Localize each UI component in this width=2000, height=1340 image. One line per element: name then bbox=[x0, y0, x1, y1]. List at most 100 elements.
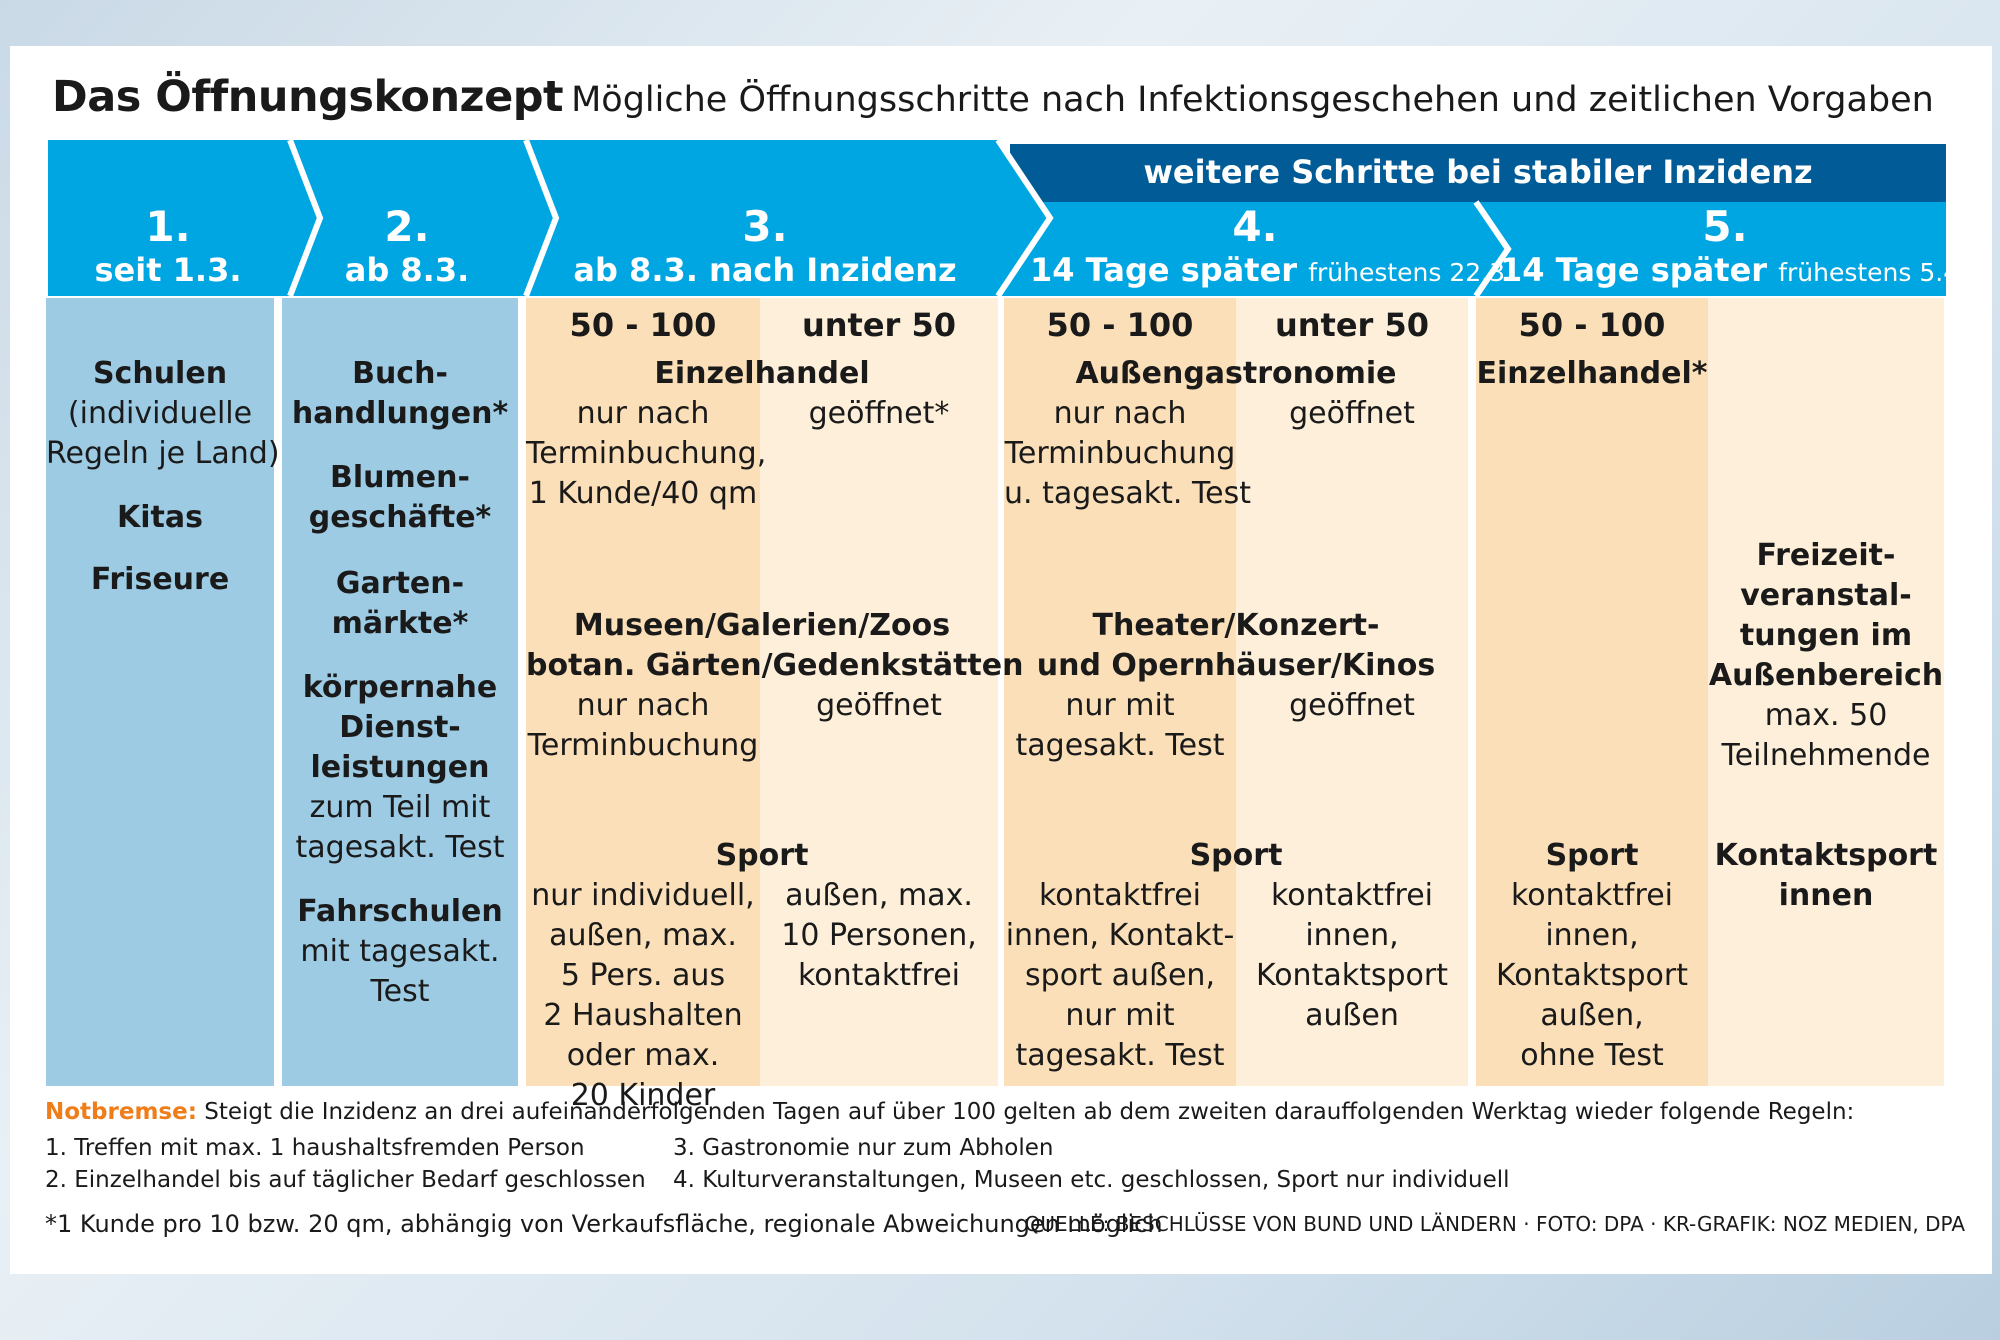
column-step-1 bbox=[46, 298, 274, 1086]
freizeit-line-1: Freizeit- bbox=[1756, 538, 1896, 573]
einzel-a-3: 1 Kunde/40 qm bbox=[528, 476, 758, 511]
sport-a-3: 5 Pers. aus bbox=[560, 958, 726, 993]
theater-a-2: tagesakt. Test bbox=[1015, 728, 1225, 763]
sport-a-5: tagesakt. Test bbox=[1015, 1038, 1225, 1073]
band-label: weitere Schritte bei stabiler Inzidenz bbox=[1143, 153, 1813, 191]
arrow-step-4 bbox=[982, 202, 1508, 296]
sport-a-3: Kontaktsport bbox=[1496, 958, 1688, 993]
freizeit-note-2: Teilnehmende bbox=[1721, 738, 1931, 773]
step-3-header: 3. ab 8.3. nach Inzidenz bbox=[540, 204, 990, 290]
blumen-line-1: Blumen- bbox=[330, 460, 470, 495]
step-label: ab 8.3. nach Inzidenz bbox=[573, 251, 957, 289]
step-number: 4. bbox=[1232, 202, 1278, 251]
sport-a-3: sport außen, bbox=[1025, 958, 1215, 993]
band-dark bbox=[1010, 144, 1946, 202]
aussen-a-2: Terminbuchung bbox=[1004, 436, 1236, 471]
notbremse-line: Notbremse: Steigt die Inzidenz an drei a… bbox=[45, 1096, 1854, 1128]
sport-label: Sport bbox=[1545, 838, 1639, 873]
sport-b-1: außen, max. bbox=[785, 878, 973, 913]
separator-2 bbox=[523, 138, 560, 296]
einzel-b: geöffnet* bbox=[808, 396, 950, 431]
sport-label: Sport bbox=[1189, 838, 1283, 873]
garten-line-2: märkte* bbox=[331, 606, 469, 641]
column-step-5-a bbox=[1476, 298, 1708, 1086]
freizeit-line-2: veranstal- bbox=[1740, 578, 1912, 613]
step-label-small: frühestens 22.3. bbox=[1308, 258, 1513, 287]
step-number: 3. bbox=[742, 202, 788, 251]
sport-b-4: außen bbox=[1305, 998, 1399, 1033]
koerper-line-2: Dienst- bbox=[339, 710, 461, 745]
title-line: Das Öffnungskonzept Mögliche Öffnungsschr… bbox=[52, 72, 1934, 122]
sport-b-2: innen, bbox=[1305, 918, 1399, 953]
sport-a-4: nur mit bbox=[1065, 998, 1175, 1033]
theater-a-1: nur mit bbox=[1065, 688, 1175, 723]
rule-4: 4. Kulturveranstaltungen, Museen etc. ge… bbox=[673, 1167, 1510, 1193]
step-2-header: 2. ab 8.3. bbox=[282, 204, 532, 290]
einzel-a-2: Terminbuchung, bbox=[526, 436, 767, 471]
incidence-50-100: 50 - 100 bbox=[569, 306, 717, 344]
museen-a-2: Terminbuchung bbox=[527, 728, 759, 763]
fahr-note-2: Test bbox=[370, 974, 430, 1009]
rule-2: 2. Einzelhandel bis auf täglicher Bedarf… bbox=[45, 1167, 646, 1193]
rule-3: 3. Gastronomie nur zum Abholen bbox=[673, 1135, 1054, 1161]
column-step-2 bbox=[282, 298, 518, 1086]
page-title: Das Öffnungskonzept bbox=[52, 72, 564, 122]
theater-line-1: Theater/Konzert- bbox=[1092, 608, 1380, 643]
koerper-line-3: leistungen bbox=[310, 750, 490, 785]
buch-line-1: Buch- bbox=[352, 356, 448, 391]
sport-a-5: ohne Test bbox=[1520, 1038, 1664, 1073]
sport-a-1: kontaktfrei bbox=[1039, 878, 1201, 913]
einzel-a-1: nur nach bbox=[576, 396, 710, 431]
aussen-a-1: nur nach bbox=[1053, 396, 1187, 431]
museen-line-2: botan. Gärten/Gedenkstätten bbox=[526, 648, 1024, 683]
koerper-note-1: zum Teil mit bbox=[309, 790, 491, 825]
arrow-step-3 bbox=[510, 140, 1050, 296]
einzelhandel-label: Einzelhandel bbox=[654, 356, 870, 391]
schulen-note-2: Regeln je Land) bbox=[46, 436, 280, 471]
blumen-line-2: geschäfte* bbox=[308, 500, 492, 535]
sport-label: Sport bbox=[715, 838, 809, 873]
incidence-50-100: 50 - 100 bbox=[1518, 306, 1666, 344]
column-step-4-b bbox=[1236, 298, 1468, 1086]
incidence-under-50: unter 50 bbox=[1274, 306, 1429, 344]
step-label: 14 Tage später frühestens 22.3. bbox=[1030, 250, 1513, 293]
step-5-header: 5. 14 Tage später frühestens 5.4. bbox=[1500, 204, 1967, 293]
garten-line-1: Garten- bbox=[335, 566, 465, 601]
rule-1: 1. Treffen mit max. 1 haushaltsfremden P… bbox=[45, 1135, 585, 1161]
freizeit-note-1: max. 50 bbox=[1764, 698, 1888, 733]
sport-a-1: kontaktfrei bbox=[1511, 878, 1673, 913]
fahr-note-1: mit tagesakt. bbox=[300, 934, 500, 969]
sport-a-5: oder max. bbox=[566, 1038, 720, 1073]
sport-a-4: 2 Haushalten bbox=[543, 998, 743, 1033]
schulen-label: Schulen bbox=[92, 356, 228, 391]
kontaktsport-line-2: innen bbox=[1778, 878, 1874, 913]
separator-1 bbox=[287, 138, 324, 296]
museen-b: geöffnet bbox=[816, 688, 942, 723]
step-arrows bbox=[48, 138, 1946, 296]
theater-line-2: und Opernhäuser/Kinos bbox=[1036, 648, 1436, 683]
source-credit: QUELLE: BESCHLÜSSE VON BUND UND LÄNDERN … bbox=[1024, 1212, 1965, 1236]
step-number: 1. bbox=[145, 202, 191, 251]
column-step-4-a bbox=[1004, 298, 1236, 1086]
separator-3 bbox=[995, 138, 1054, 296]
sport-a-4: außen, bbox=[1540, 998, 1644, 1033]
step-label-main: 14 Tage später bbox=[1030, 251, 1298, 289]
kontaktsport-line-1: Kontaktsport bbox=[1714, 838, 1938, 873]
separator-4 bbox=[1473, 200, 1512, 296]
sport-b-1: kontaktfrei bbox=[1271, 878, 1433, 913]
step-1-header: 1. seit 1.3. bbox=[48, 204, 288, 290]
fahr-label: Fahrschulen bbox=[297, 894, 503, 929]
buch-line-2: handlungen* bbox=[291, 396, 509, 431]
step-label: seit 1.3. bbox=[94, 251, 242, 289]
infographic-card: Das Öffnungskonzept Mögliche Öffnungsschr… bbox=[10, 46, 1992, 1274]
sport-a-2: innen, bbox=[1545, 918, 1639, 953]
schulen-note-1: (individuelle bbox=[67, 396, 253, 431]
museen-line-1: Museen/Galerien/Zoos bbox=[573, 608, 951, 643]
sport-a-1: nur individuell, bbox=[531, 878, 755, 913]
step-label-small: frühestens 5.4. bbox=[1778, 258, 1968, 287]
incidence-50-100: 50 - 100 bbox=[1046, 306, 1194, 344]
notbremse-text: Steigt die Inzidenz an drei aufeinanderf… bbox=[204, 1099, 1855, 1125]
notbremse-label: Notbremse: bbox=[45, 1099, 197, 1125]
sport-a-2: innen, Kontakt- bbox=[1005, 918, 1235, 953]
arrow-step-2 bbox=[274, 140, 556, 296]
